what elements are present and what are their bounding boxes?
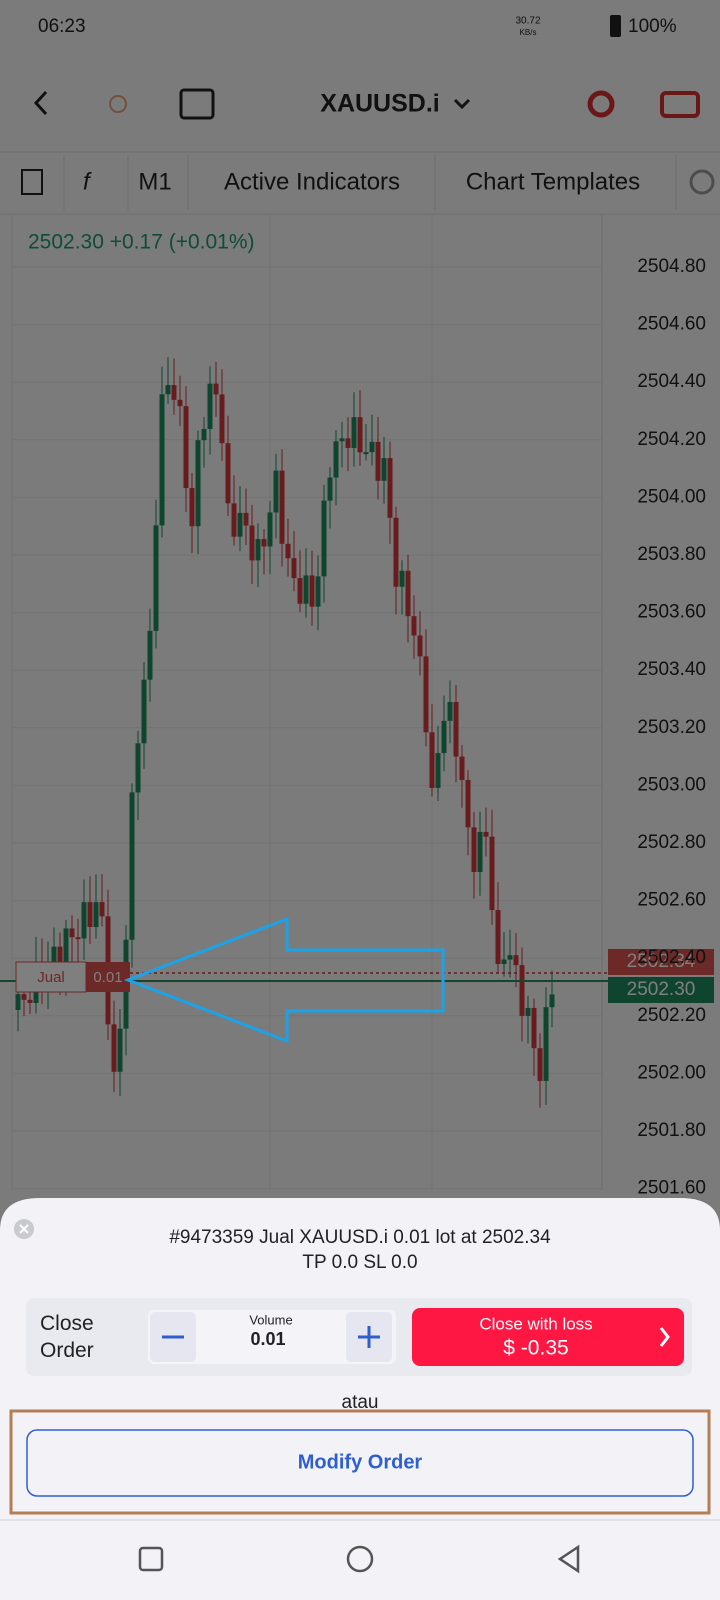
close-x <box>19 1224 29 1234</box>
close-button-amount: $ -0.35 <box>503 1337 568 1360</box>
modify-order-text: Modify Order <box>298 1451 423 1473</box>
tp-sl: TP 0.0 SL 0.0 <box>302 1252 417 1273</box>
annotation-arrow <box>123 916 445 1044</box>
nav-back[interactable] <box>557 1544 580 1574</box>
close-button-title: Close with loss <box>479 1314 592 1333</box>
close-order-label: Close Order <box>40 1312 94 1362</box>
nav-home[interactable] <box>346 1545 374 1573</box>
highlight-box <box>9 1409 711 1515</box>
modify-order-button[interactable] <box>26 1429 694 1497</box>
chevron <box>659 1327 670 1347</box>
volume-value[interactable]: 0.01 <box>250 1329 285 1349</box>
nav-recents[interactable] <box>138 1546 164 1572</box>
or-text: atau <box>342 1392 379 1413</box>
plus-icon <box>358 1326 380 1348</box>
close-order-wrap: Close Order <box>40 1312 94 1362</box>
nav-bar <box>0 1520 720 1600</box>
volume-label: Volume <box>249 1312 292 1327</box>
order-info: #9473359 Jual XAUUSD.i 0.01 lot at 2502.… <box>169 1227 551 1248</box>
volume-stepper <box>148 1310 396 1364</box>
close-with-loss-button[interactable] <box>412 1308 684 1366</box>
